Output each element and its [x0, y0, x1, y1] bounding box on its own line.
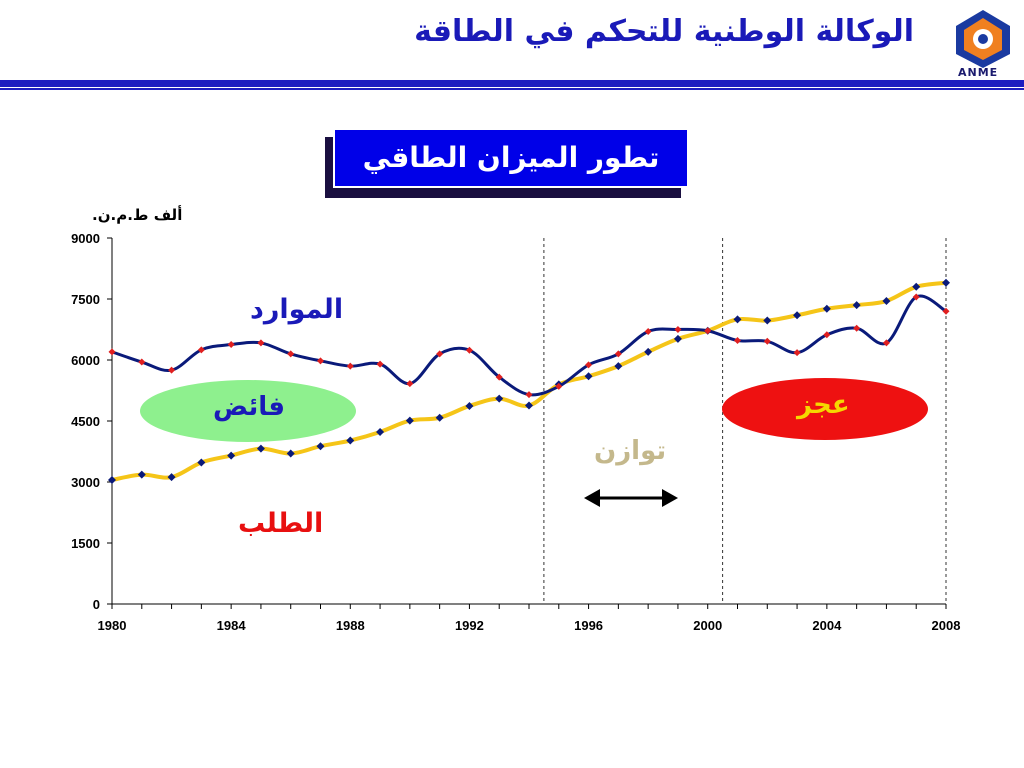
demand-point [584, 372, 593, 381]
resources-point [614, 350, 622, 358]
resources-point [585, 361, 593, 369]
resources-point [346, 362, 354, 370]
balance-arrow [584, 489, 678, 507]
surplus-ellipse [140, 380, 356, 442]
resources-point [912, 293, 920, 301]
x-tick-label: 2004 [812, 618, 842, 633]
demand-point [614, 362, 623, 371]
demand-point [793, 311, 802, 320]
anme-logo [946, 4, 1020, 78]
x-tick-label: 2008 [932, 618, 961, 633]
resources-point [495, 373, 503, 381]
y-axis-unit-label: ألف ط.م.ن. [92, 206, 183, 224]
demand-point [108, 475, 116, 484]
header-rule [0, 80, 1024, 87]
x-tick-label: 1992 [455, 618, 484, 633]
resources-point [555, 382, 563, 390]
demand-point [137, 470, 146, 479]
x-tick-label: 2000 [693, 618, 722, 633]
resources-point [763, 337, 771, 345]
resources-point [734, 336, 741, 344]
demand-point [197, 458, 206, 467]
demand-point [256, 444, 265, 453]
resources-point [853, 324, 861, 332]
x-tick-label: 1984 [217, 618, 247, 633]
header-rule-thin [0, 88, 1024, 90]
resources-point [197, 346, 205, 354]
resources-point [376, 360, 384, 368]
x-tick-label: 1980 [98, 618, 127, 633]
resources-point [406, 380, 414, 388]
y-tick-label: 9000 [71, 231, 100, 246]
resources-point [644, 328, 652, 336]
demand-point [495, 394, 504, 403]
logo-label: ANME [958, 66, 999, 79]
resources-point [465, 346, 473, 354]
demand-point [733, 315, 742, 324]
demand-point [405, 416, 414, 425]
resources-point [138, 358, 146, 366]
resources-point [168, 366, 176, 374]
chart-title: تطور الميزان الطاقي [362, 141, 660, 174]
demand-point [942, 278, 950, 287]
demand-point [376, 427, 385, 436]
x-tick-label: 1988 [336, 618, 365, 633]
demand-point [644, 347, 653, 356]
demand-point [673, 334, 682, 343]
resources-point [287, 350, 295, 358]
y-tick-label: 3000 [71, 475, 100, 490]
resources-point [704, 327, 712, 335]
demand-point [852, 301, 861, 310]
demand-point [316, 442, 325, 451]
resources-point [882, 339, 890, 347]
demand-point [525, 401, 533, 410]
demand-point [912, 282, 921, 291]
demand-label: الطلب [238, 508, 324, 539]
resources-point [525, 391, 533, 399]
demand-point [465, 401, 474, 410]
surplus-label: فائض [213, 392, 286, 422]
deficit-ellipse [722, 378, 928, 440]
balance-label: توازن [594, 436, 667, 466]
agency-title: الوكالة الوطنية للتحكم في الطاقة [414, 14, 914, 49]
x-tick-label: 1996 [574, 618, 603, 633]
demand-point [227, 451, 236, 460]
y-tick-label: 1500 [71, 536, 100, 551]
demand-point [763, 316, 772, 325]
demand-point [167, 473, 176, 482]
demand-point [346, 436, 355, 445]
resources-point [227, 341, 235, 349]
demand-point [822, 304, 831, 313]
resources-point [257, 339, 265, 347]
resources-point [823, 331, 831, 339]
chart-title-box [333, 128, 689, 188]
demand-point [435, 413, 444, 422]
chart-axes: 0 1500 3000 4500 6000 7500 9000 1980 1984 1988 199… [71, 231, 960, 633]
resources-point [108, 348, 116, 356]
resources-point [793, 349, 801, 357]
resources-point [317, 357, 324, 365]
resources-point [436, 350, 444, 358]
resources-point [674, 326, 682, 333]
resources-label: الموارد [250, 294, 344, 325]
series-markers [108, 278, 950, 484]
deficit-label: عجز [797, 390, 850, 420]
y-tick-label: 4500 [71, 414, 100, 429]
y-tick-label: 6000 [71, 353, 100, 368]
demand-point [882, 297, 891, 306]
demand-point [286, 449, 295, 458]
resources-point [942, 307, 950, 315]
y-tick-label: 7500 [71, 292, 100, 307]
period-dividers [543, 238, 947, 604]
y-tick-label: 0 [93, 597, 100, 612]
